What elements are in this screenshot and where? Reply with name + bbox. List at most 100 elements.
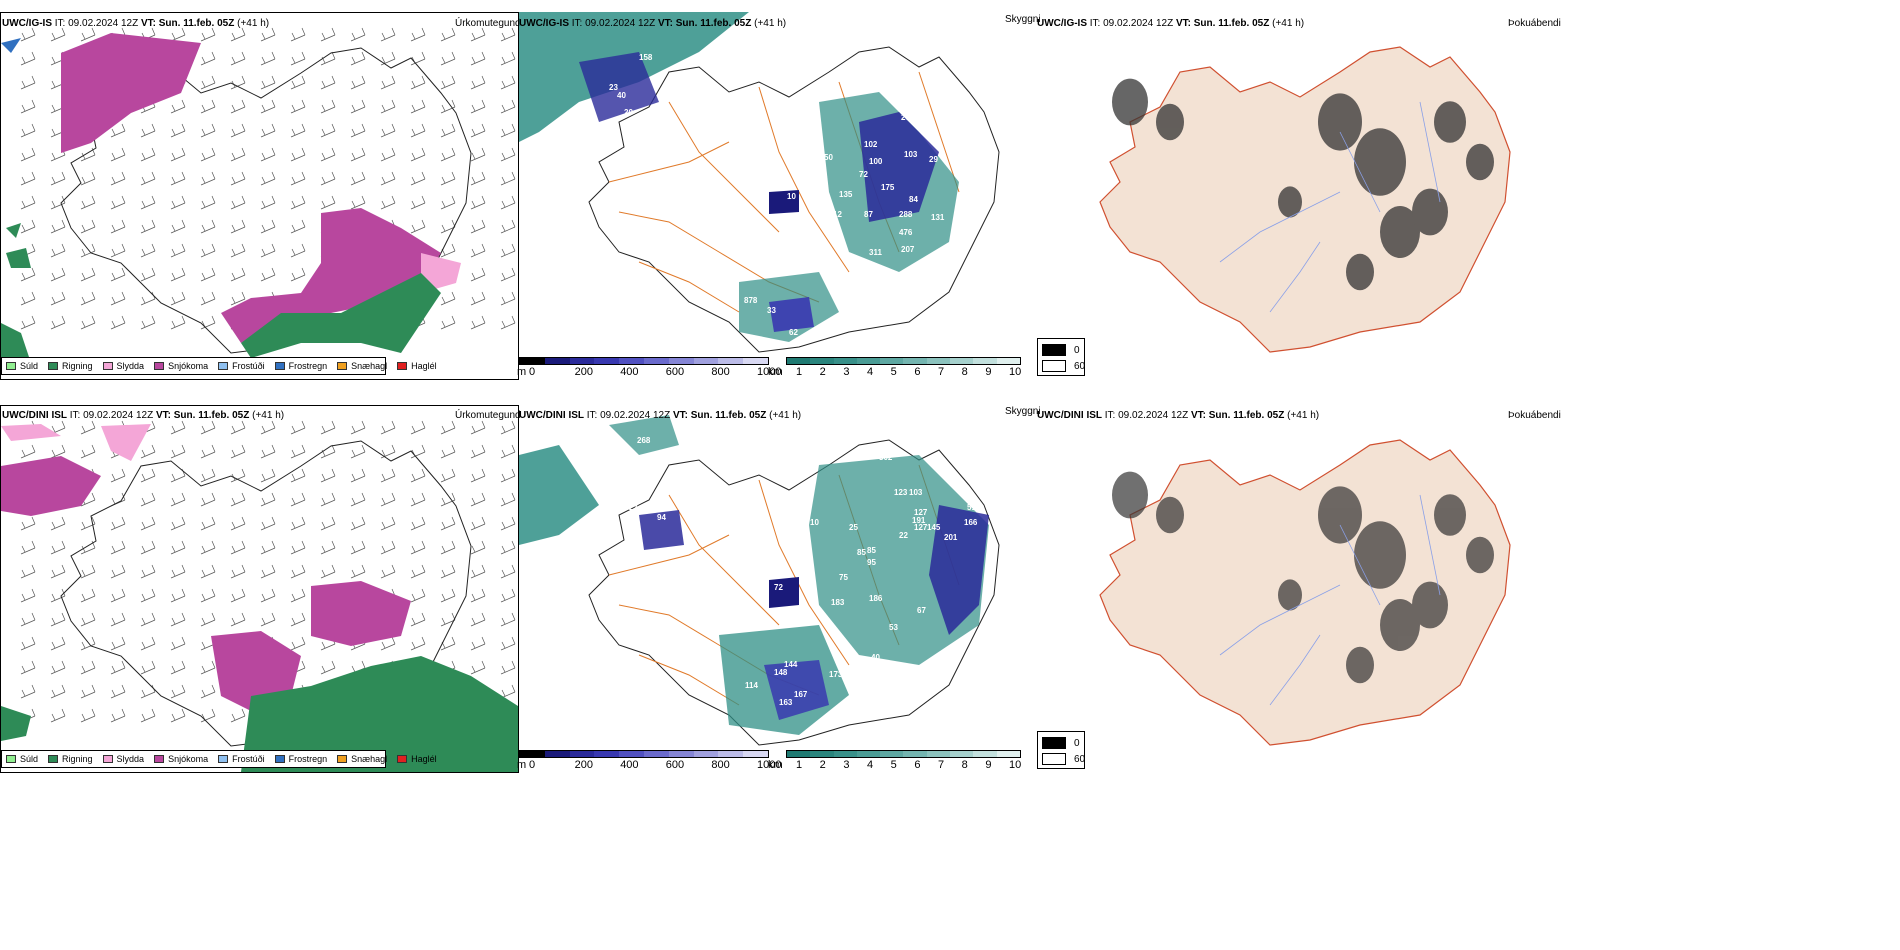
wind-barb — [290, 51, 306, 66]
wind-barb — [290, 420, 306, 435]
colorbar-cell — [569, 358, 595, 364]
wind-barb — [200, 540, 216, 555]
wind-barb — [170, 219, 186, 234]
fog-legend-item-0: 0 — [1042, 737, 1080, 749]
legend-swatch — [337, 362, 348, 370]
wind-barb — [170, 315, 186, 330]
legend-item-hail: Haglél — [397, 361, 437, 371]
wind-barb — [20, 99, 36, 114]
lead-time: (+41 h) — [754, 18, 787, 29]
vt-label: VT: — [140, 18, 156, 29]
wind-barb — [140, 684, 156, 699]
colorbar-tick-label: 8 — [961, 366, 968, 378]
wind-barb — [140, 588, 156, 603]
wind-barb — [110, 195, 126, 210]
lead-time: (+41 h) — [1272, 18, 1305, 29]
wind-barb — [350, 123, 366, 138]
snow-depth-label: 302 — [879, 453, 893, 462]
wind-barb — [260, 420, 276, 435]
snow-depth-label: 127 — [914, 523, 928, 532]
colorbar-cell — [973, 751, 997, 757]
fog-title-bottom: Þokuábendi — [1508, 410, 1561, 421]
wind-barb — [260, 195, 276, 210]
wind-barb — [470, 564, 486, 579]
road-line — [758, 86, 850, 273]
wind-barb — [110, 219, 126, 234]
wind-barb — [200, 267, 216, 282]
wind-barb — [470, 468, 486, 483]
snow-depth-label: 177 — [917, 123, 931, 132]
wind-barb — [440, 51, 456, 66]
colorbar-tick-label: 1 — [796, 759, 803, 771]
colorbar-tick-label: 6 — [914, 366, 921, 378]
wind-barb — [380, 147, 396, 162]
wind-barb — [110, 660, 126, 675]
wind-barb — [170, 243, 186, 258]
wind-barb — [470, 147, 486, 162]
wind-barb — [80, 588, 96, 603]
snow-depth-label: 102 — [864, 140, 878, 149]
wind-barb — [140, 147, 156, 162]
wind-barb — [200, 708, 216, 723]
wind-barb — [50, 588, 66, 603]
wind-barb — [170, 171, 186, 186]
snow-depth-label: 135 — [839, 190, 853, 199]
wind-barb — [500, 564, 516, 579]
wind-barb — [200, 219, 216, 234]
wind-barb — [260, 99, 276, 114]
init-time: 09.02.2024 12Z — [68, 18, 139, 29]
colorbar-cell — [594, 751, 620, 757]
wind-barb — [440, 420, 456, 435]
wind-barb — [230, 564, 246, 579]
wind-barb — [440, 516, 456, 531]
wind-barb — [230, 444, 246, 459]
wind-barb — [380, 123, 396, 138]
colorbar-cell — [544, 358, 570, 364]
snow-depth-label: 127 — [914, 508, 928, 517]
wind-barb — [380, 195, 396, 210]
wind-barb — [170, 99, 186, 114]
wind-barb — [290, 612, 306, 627]
snow-depth-label: 311 — [869, 248, 882, 257]
colorbar-cell — [903, 358, 927, 364]
wind-barb — [20, 636, 36, 651]
wind-barb — [260, 444, 276, 459]
wind-barb — [20, 27, 36, 42]
snow-depth-label: 112 — [829, 210, 842, 219]
panel-header-fog-top: UWC/IG-IS IT: 09.02.2024 12Z VT: Sun. 11… — [1037, 18, 1304, 29]
snow-depth-label: 25 — [644, 115, 653, 124]
snow-depth-label: 87 — [864, 210, 873, 219]
wind-barb — [230, 99, 246, 114]
colorbar-cell — [926, 751, 951, 757]
wind-barb — [500, 267, 516, 282]
fog-blob — [1278, 579, 1302, 611]
wind-barb — [110, 147, 126, 162]
wind-barb — [290, 147, 306, 162]
colorbar-cell — [787, 751, 811, 757]
river-line — [1219, 584, 1341, 656]
wind-barb — [290, 219, 306, 234]
wind-barb — [260, 267, 276, 282]
fog-blob — [1466, 143, 1494, 181]
fog-blob — [1318, 486, 1362, 544]
snow-depth-label: 84 — [579, 195, 588, 204]
wind-barb — [110, 516, 126, 531]
wind-barb — [20, 588, 36, 603]
legend-item-snow-pellets: Snæhagl — [337, 361, 387, 371]
colorbar-tick-label: 4 — [867, 366, 874, 378]
wind-barb — [200, 291, 216, 306]
colorbar-tick-label: 3 — [843, 759, 850, 771]
wind-barb — [170, 612, 186, 627]
wind-barb — [170, 516, 186, 531]
wind-barb — [410, 540, 426, 555]
wind-barb — [20, 123, 36, 138]
wind-barb — [350, 51, 366, 66]
wind-barb — [80, 660, 96, 675]
fog-blob — [1354, 521, 1406, 589]
wind-barb — [80, 684, 96, 699]
legend-item-freezing-rain: Frostregn — [274, 361, 327, 371]
wind-barb — [50, 243, 66, 258]
wind-barb — [500, 123, 516, 138]
